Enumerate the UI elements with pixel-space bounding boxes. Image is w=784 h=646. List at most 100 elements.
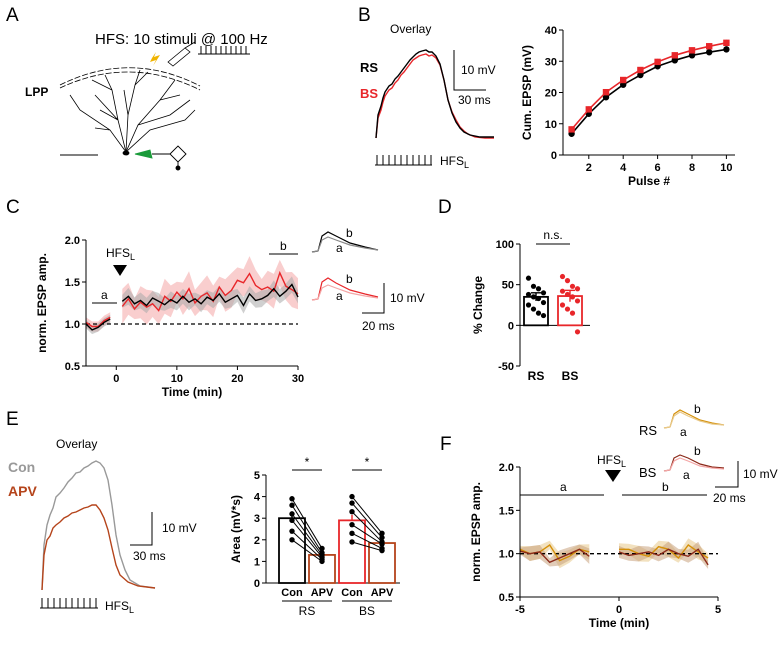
f-trace-b-bs: b (694, 444, 701, 458)
e-apv-label: APV (8, 483, 37, 499)
x-axis-label: Pulse # (628, 174, 670, 188)
x-tick-label: 0 (616, 604, 622, 616)
y-tick-label: 2 (254, 535, 260, 547)
e-pair-line (351, 511, 383, 543)
f-example-traces (663, 409, 725, 472)
d-point (535, 295, 542, 302)
y-tick-label: 0.5 (65, 361, 80, 373)
d-point (559, 288, 566, 294)
y-tick-label: 0.5 (499, 592, 514, 604)
e-pair-line (291, 539, 323, 562)
x-tick-label: 6 (655, 162, 661, 174)
panel-letter-c: C (6, 197, 20, 218)
e-point (349, 521, 355, 528)
c-rs-line (85, 318, 111, 331)
b-point-bs (688, 47, 696, 54)
e-pair-line (291, 498, 323, 549)
f-trace-a-bs: a (683, 468, 690, 482)
b-series-line-rs (570, 48, 727, 135)
b-point-rs (637, 71, 644, 79)
y-tick-label: 1.5 (65, 277, 80, 289)
x-tick-label: 0 (113, 373, 119, 385)
e-point (379, 530, 385, 537)
c-scale-y: 10 mV (390, 291, 425, 305)
c-time-course-chart: 0.5 1.0 1.5 2.0 0 10 20 30 Time (min) norm. EPSP … (35, 235, 304, 399)
y-axis-label: Area (mV*s) (229, 495, 243, 563)
y-tick-label: 3 (254, 513, 260, 525)
b-hfs-train (375, 155, 432, 166)
e-point (289, 528, 295, 534)
d-point (564, 278, 571, 284)
x-tick-label: 20 (231, 373, 243, 385)
e-category-label: Con (281, 587, 303, 599)
f-time-course-chart: 0.5 1.0 1.5 2.0 -5 0 5 Time (min) norm. EPSP amp… (469, 462, 721, 630)
panel-letter-f: F (440, 434, 452, 455)
b-point-rs (688, 52, 696, 59)
y-tick-label: 40 (545, 25, 557, 37)
c-trace-a-bs: a (336, 289, 343, 303)
c-scale-bar (362, 283, 385, 314)
b-bs-label: BS (360, 86, 378, 101)
b-cumulative-epsp-chart: 0 10 20 30 40 2 4 6 8 10 Pulse # Cum. EPSP (mV) (520, 25, 735, 188)
f-scale-x: 20 ms (713, 491, 746, 505)
d-category-label: BS (562, 369, 579, 383)
e-pair-line (351, 496, 383, 534)
d-ns-label: n.s. (543, 228, 562, 242)
x-tick-label: 4 (620, 162, 627, 174)
b-series-line-bs (570, 42, 727, 130)
d-point (535, 310, 542, 316)
b-scale-y: 10 mV (461, 63, 496, 77)
e-area-chart: 0 1 2 3 4 5 Area (mV*s) Con APV Con APV * RS * BS (229, 455, 400, 618)
d-category-label: RS (528, 369, 545, 383)
e-point (379, 541, 385, 547)
e-pair-line (351, 524, 383, 545)
b-point-bs (620, 76, 627, 84)
f-bs-sem-band (520, 544, 590, 567)
y-tick-label: 10 (545, 119, 557, 131)
d-point (569, 310, 576, 316)
e-point (349, 493, 355, 500)
b-point-rs (706, 48, 713, 56)
y-tick-label: 50 (502, 280, 514, 292)
f-rs-label: RS (639, 423, 657, 438)
c-hfs-label: HFSL (106, 246, 135, 262)
d-point (525, 291, 532, 298)
b-rs-label: RS (360, 60, 378, 75)
y-tick-label: 20 (545, 88, 557, 100)
b-point-bs (568, 126, 575, 133)
e-pair-line (291, 513, 323, 556)
y-tick-label: 100 (496, 239, 514, 251)
b-overlay-label: Overlay (390, 22, 431, 36)
x-axis-label: Time (min) (589, 616, 649, 630)
panel-letter-a: A (6, 5, 19, 26)
e-point (289, 511, 295, 517)
c-trace-b-bs: b (346, 272, 353, 286)
e-point (349, 539, 355, 545)
d-point (535, 286, 542, 292)
e-pair-line (291, 504, 323, 554)
f-trace-a-rs: a (680, 425, 687, 439)
b-point-rs (671, 57, 678, 64)
hfs-protocol-title: HFS: 10 stimuli @ 100 Hz (95, 31, 268, 48)
d-point (530, 283, 537, 289)
b-point-bs (706, 43, 713, 50)
stimulation-bolt-icon (150, 52, 160, 66)
f-bs-line (618, 548, 709, 566)
neuron-drawing (59, 41, 201, 156)
x-tick-label: 8 (689, 162, 695, 174)
e-pair-line (351, 502, 383, 538)
y-tick-label: -50 (498, 361, 514, 373)
e-pair-line (291, 520, 323, 558)
e-category-label: APV (371, 587, 394, 599)
e-group-label: RS (299, 604, 316, 618)
x-tick-label: 2 (586, 162, 592, 174)
d-point (525, 275, 532, 281)
e-scale-y: 10 mV (162, 521, 197, 535)
y-tick-label: 1.0 (65, 319, 80, 331)
e-significance-star: * (305, 455, 310, 469)
f-bs-line (519, 548, 590, 564)
b-scale-x: 30 ms (458, 93, 491, 107)
f-scale-bar (715, 461, 739, 488)
e-point (349, 509, 355, 515)
